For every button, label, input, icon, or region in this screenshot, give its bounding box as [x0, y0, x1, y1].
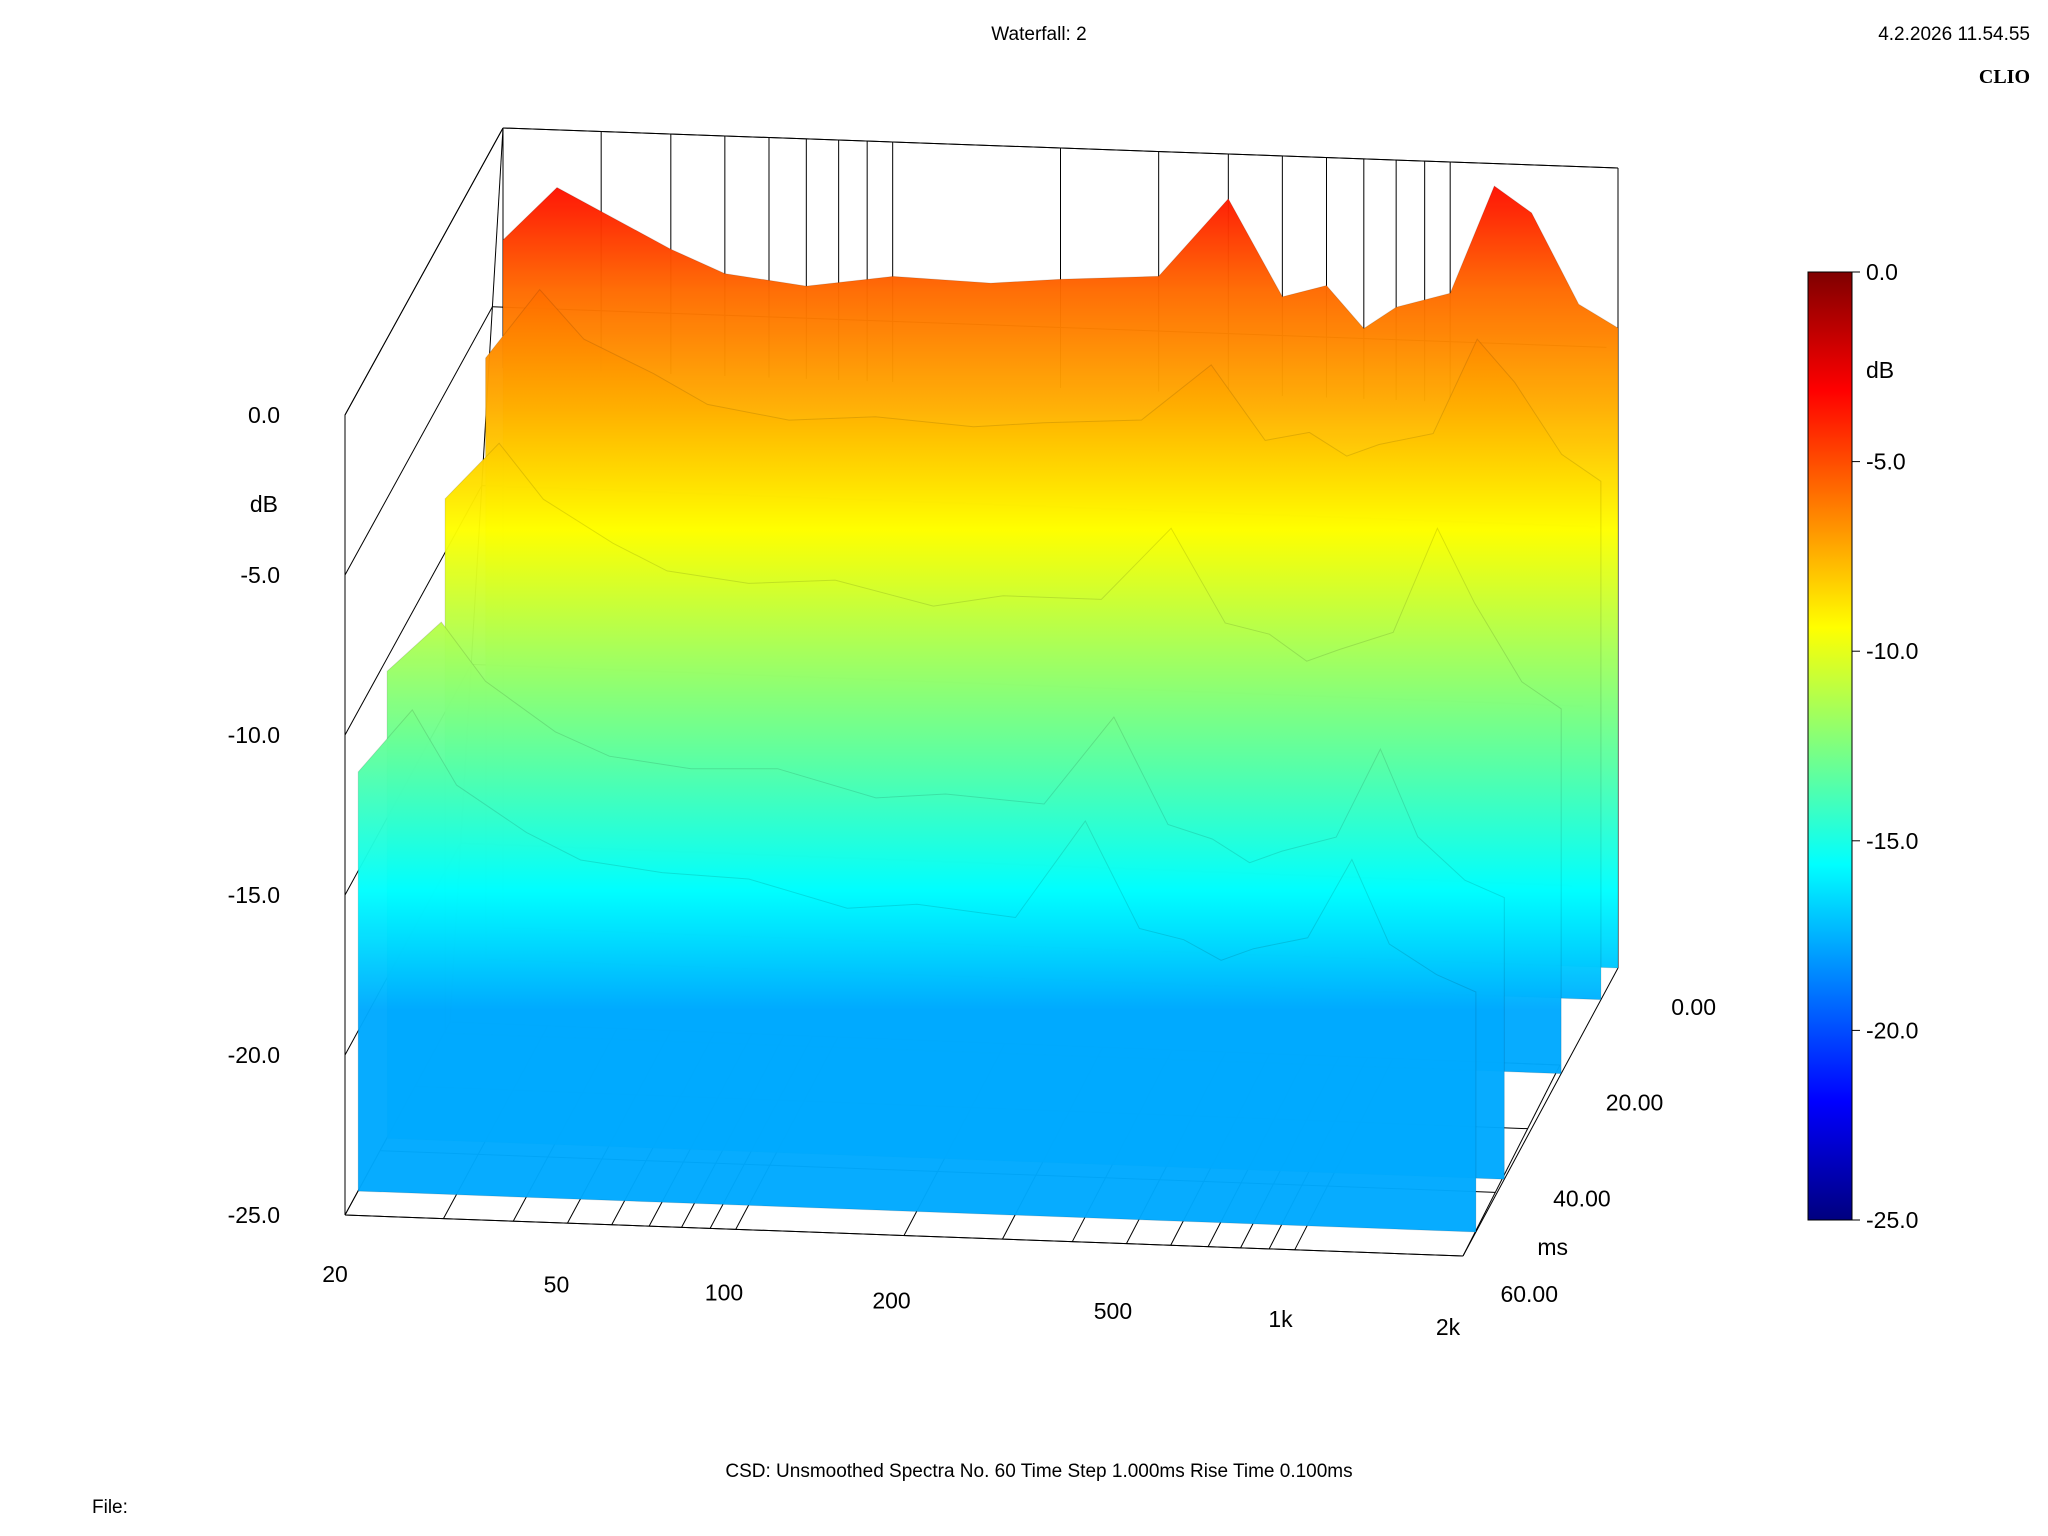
- x-tick-label: 200: [872, 1288, 910, 1314]
- z-tick-label: 60.00: [1500, 1281, 1558, 1307]
- x-tick-label: 100: [705, 1280, 743, 1306]
- x-tick-label: 2k: [1436, 1314, 1461, 1340]
- colorbar-label: dB: [1866, 357, 1894, 383]
- x-tick-label: 1k: [1268, 1306, 1293, 1332]
- file-label: File:: [92, 1497, 128, 1518]
- x-tick-label: 50: [544, 1272, 570, 1298]
- x-tick-label: 20: [322, 1261, 348, 1287]
- axis-labels: 0.0 -5.0 -10.0 -15.0 -20.0 -25.0 dB 20 50 100 200 5…: [228, 402, 1716, 1340]
- y-tick-label: -15.0: [228, 882, 280, 908]
- colorbar-rect: [1807, 271, 1853, 1221]
- y-tick-label: -20.0: [228, 1042, 280, 1068]
- timestamp: 4.2.2026 11.54.55: [1878, 24, 2030, 45]
- waterfall-slice: [357, 709, 1477, 1233]
- y-tick-label: -5.0: [240, 562, 280, 588]
- measurement-info: CSD: Unsmoothed Spectra No. 60 Time Step…: [725, 1461, 1353, 1482]
- colorbar-tick-label: -15.0: [1866, 828, 1918, 854]
- z-tick-label: 0.00: [1671, 994, 1716, 1020]
- brand-logo: CLIO: [1978, 66, 2030, 88]
- colorbar: 0.0 -5.0 -10.0 -15.0 -20.0 -25.0 dB: [1807, 259, 1918, 1233]
- y-tick-label: -10.0: [228, 722, 280, 748]
- grid-time-floor: [344, 1214, 1464, 1257]
- colorbar-tick-label: -10.0: [1866, 638, 1918, 664]
- waterfall-surface: [357, 185, 1619, 1233]
- y-tick-label: 0.0: [248, 402, 280, 428]
- z-axis-label: ms: [1537, 1234, 1568, 1260]
- grid-db-left: [344, 306, 493, 576]
- z-tick-label: 20.00: [1606, 1090, 1664, 1116]
- y-axis-label: dB: [250, 491, 278, 517]
- colorbar-tick-label: -20.0: [1866, 1017, 1918, 1043]
- colorbar-tick-label: -25.0: [1866, 1207, 1918, 1233]
- frame-right-depth: [1462, 967, 1619, 1257]
- grid-freq-floor: [1462, 1064, 1561, 1257]
- y-tick-label: -25.0: [228, 1202, 280, 1228]
- colorbar-tick-label: 0.0: [1866, 259, 1898, 285]
- z-tick-label: 40.00: [1553, 1185, 1611, 1211]
- grid-db-left: [344, 127, 504, 416]
- chart-title: Waterfall: 2: [991, 24, 1087, 45]
- colorbar-tick-label: -5.0: [1866, 449, 1906, 475]
- x-tick-label: 500: [1094, 1298, 1132, 1324]
